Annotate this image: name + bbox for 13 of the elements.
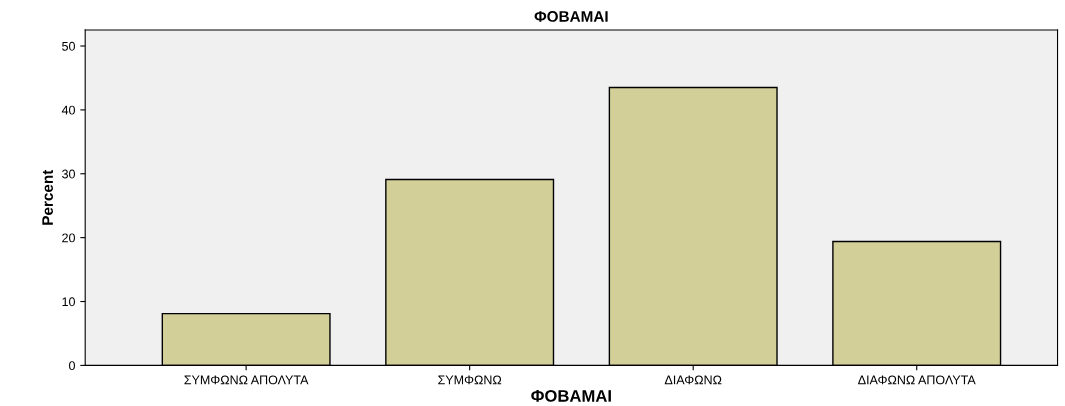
chart-title: ΦΟΒΑΜΑΙ [534,11,608,22]
y-tick-label: 20 [62,233,75,243]
x-tick-label: ΔΙΑΦΩΝΩ [664,375,722,385]
x-tick-label: ΔΙΑΦΩΝΩ ΑΠΟΛΥΤΑ [858,375,976,385]
x-tick-label: ΣΥΜΦΩΝΩ [438,375,502,385]
y-tick-label: 50 [62,41,75,51]
x-tick-label: ΣΥΜΦΩΝΩ ΑΠΟΛΥΤΑ [184,375,309,385]
y-tick-label: 30 [62,169,75,179]
y-tick-label: 40 [61,105,75,115]
x-axis-title: ΦΟΒΑΜΑΙ [531,389,611,402]
y-axis-title: Percent [42,169,53,225]
y-tick-label: 10 [62,297,75,307]
y-tick-label: 0 [69,361,75,371]
